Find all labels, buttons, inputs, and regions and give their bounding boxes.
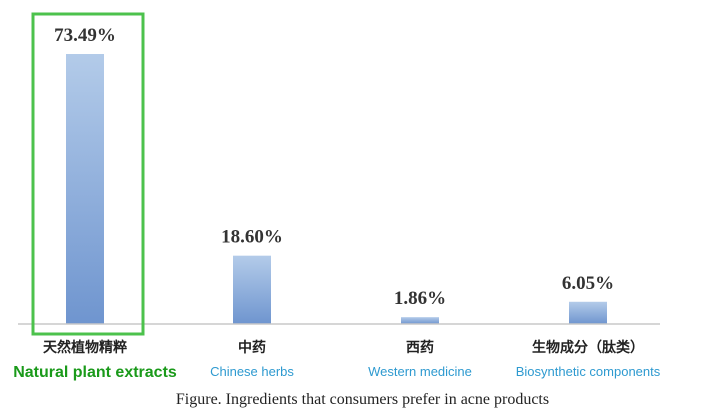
category-label-en-1: Natural plant extracts [13,364,177,381]
category-label-en-4: Biosynthetic components [516,364,661,379]
bar-chart: 73.49% 天然植物精粹 Natural plant extracts 18.60%… [13,12,661,381]
value-label-3: 1.86% [394,288,446,309]
category-label-cn-1: 天然植物精粹 [43,339,127,356]
category-label-cn-3: 西药 [406,339,434,356]
category-label-cn-4: 生物成分（肽类） [532,339,644,356]
bar-4 [569,301,607,324]
bar-1 [66,54,104,324]
value-label-4: 6.05% [562,273,614,294]
category-label-en-3: Western medicine [368,364,472,379]
highlight-box [31,12,145,336]
value-label-2: 18.60% [221,227,283,248]
value-label-1: 73.49% [54,25,116,46]
category-label-cn-2: 中药 [238,339,266,356]
figure-caption: Figure. Ingredients that consumers prefe… [175,391,550,408]
category-label-en-2: Chinese herbs [210,364,294,379]
bar-2 [233,255,271,324]
bar-3 [401,317,439,324]
